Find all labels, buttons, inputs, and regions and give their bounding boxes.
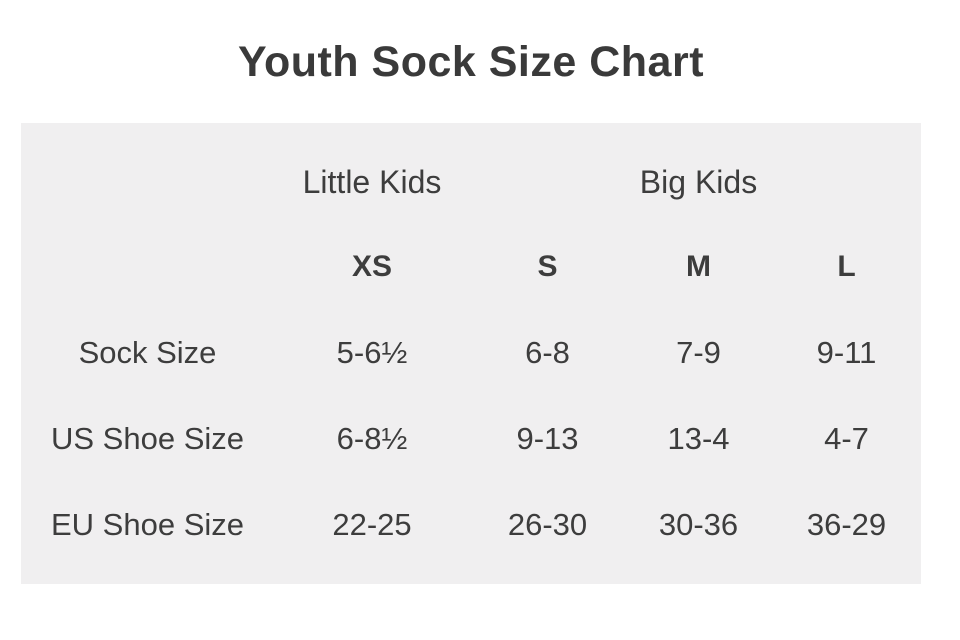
spacer-cell [21, 139, 274, 225]
group-header-big-kids: Big Kids [639, 163, 758, 200]
cell-sock-size-xs: 5-6½ [336, 335, 408, 371]
column-header-xs: XS [351, 250, 393, 284]
column-header-l: L [837, 250, 856, 284]
cell-us-shoe-size-s: 9-13 [516, 421, 579, 457]
spacer-cell [470, 139, 625, 225]
cell-eu-shoe-size-s: 26-30 [507, 506, 588, 542]
title-container: Youth Sock Size Chart [21, 38, 921, 87]
cell-eu-shoe-size-xs: 22-25 [332, 506, 412, 542]
spacer-cell [772, 139, 921, 225]
group-header-little-kids: Little Kids [302, 163, 442, 200]
cell-us-shoe-size-l: 4-7 [824, 421, 869, 457]
cell-sock-size-m: 7-9 [676, 335, 721, 371]
column-header-m: M [686, 250, 711, 284]
cell-eu-shoe-size-m: 30-36 [658, 506, 739, 542]
row-label-us-shoe-size: US Shoe Size [51, 421, 244, 457]
row-label-sock-size: Sock Size [78, 335, 217, 371]
spacer-cell [21, 225, 274, 311]
cell-eu-shoe-size-l: 36-29 [806, 506, 887, 542]
cell-sock-size-l: 9-11 [816, 335, 877, 371]
page-title: Youth Sock Size Chart [237, 38, 705, 86]
cell-sock-size-s: 6-8 [525, 335, 570, 371]
column-header-s: S [537, 250, 558, 284]
row-label-eu-shoe-size: EU Shoe Size [51, 506, 244, 542]
size-chart-panel: Little Kids Big Kids XS S M L Sock Size … [21, 123, 921, 584]
size-chart-table: Little Kids Big Kids XS S M L Sock Size … [21, 139, 921, 567]
cell-us-shoe-size-xs: 6-8½ [336, 421, 408, 457]
cell-us-shoe-size-m: 13-4 [667, 421, 730, 457]
